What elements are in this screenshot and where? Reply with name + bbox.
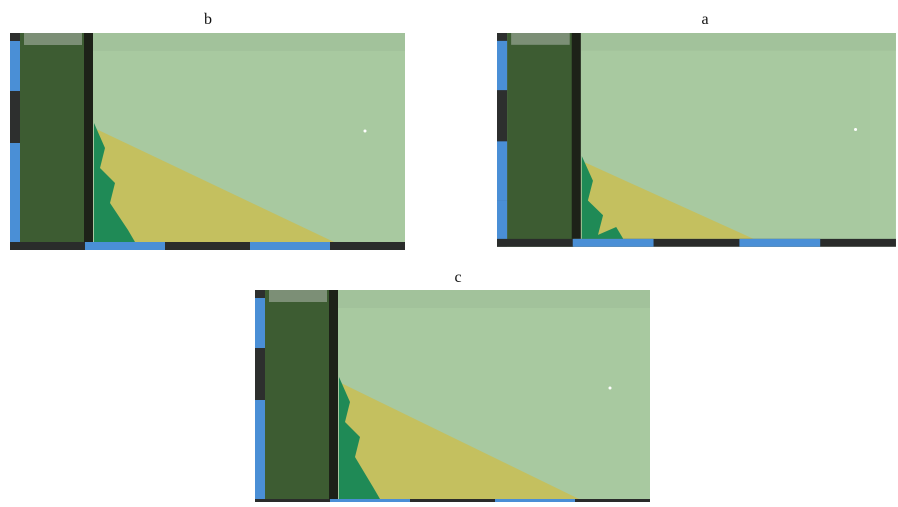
ruler-segment <box>497 41 507 90</box>
ruler-segment <box>10 143 20 203</box>
ruler-segment <box>497 141 507 200</box>
photo <box>497 33 896 247</box>
reservoir-top <box>269 290 327 302</box>
figure: b a c <box>0 0 898 502</box>
reservoir-top <box>24 33 82 45</box>
ruler-segment <box>10 203 20 243</box>
reservoir <box>20 33 86 250</box>
ruler-segment <box>85 242 165 250</box>
ruler-segment <box>10 41 20 91</box>
panel-label: c <box>454 269 461 286</box>
photo <box>10 33 405 250</box>
gate <box>329 290 338 499</box>
ruler-segment <box>573 239 654 247</box>
ruler-segment <box>255 460 265 500</box>
reservoir-top <box>511 33 570 45</box>
reservoir <box>265 290 331 502</box>
ruler-segment <box>497 200 507 239</box>
gate <box>84 33 93 242</box>
panel-label: b <box>204 11 212 28</box>
speck <box>854 128 857 131</box>
ruler-segment <box>255 400 265 460</box>
photo <box>255 290 650 502</box>
gate <box>572 33 581 239</box>
speck <box>364 130 367 133</box>
ruler-segment <box>250 242 330 250</box>
ruler-bottom <box>10 242 405 250</box>
speck <box>609 387 612 390</box>
reservoir <box>507 33 574 247</box>
ruler-segment <box>739 239 820 247</box>
ruler-bottom <box>497 239 896 247</box>
ruler-segment <box>255 298 265 348</box>
panel-label: a <box>701 11 708 28</box>
